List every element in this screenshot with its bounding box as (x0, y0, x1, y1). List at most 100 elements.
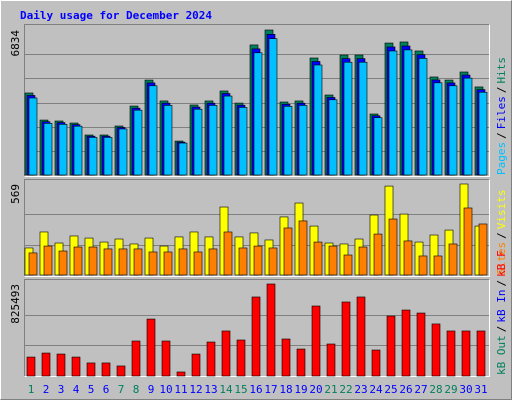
y-tick-label: 6834 (9, 30, 22, 57)
x-tick-label: 14 (219, 383, 233, 396)
bar (208, 248, 218, 276)
bar (208, 105, 218, 176)
x-tick-label: 31 (474, 383, 487, 396)
bar (298, 220, 308, 276)
bar (311, 305, 321, 377)
x-tick-label: 16 (249, 383, 262, 396)
bar (341, 301, 351, 377)
bar (298, 105, 308, 176)
bar (463, 77, 473, 176)
bar (358, 61, 368, 176)
bar (56, 353, 66, 377)
legend-entry: kB Out (495, 335, 508, 375)
bar (28, 97, 38, 176)
x-tick-label: 21 (324, 383, 337, 396)
x-tick-label: 13 (204, 383, 217, 396)
bar (161, 340, 171, 377)
legend-entry: Files (495, 96, 508, 129)
x-tick-label: 26 (399, 383, 412, 396)
bar (358, 246, 368, 276)
bar (133, 109, 143, 176)
chart-title: Daily usage for December 2024 (20, 9, 212, 22)
bar (133, 248, 143, 276)
bar (178, 142, 188, 176)
bar (131, 340, 141, 377)
y-tick-label: 825493 (9, 284, 22, 324)
panel-edge-light (24, 24, 490, 177)
bar (326, 343, 336, 377)
bar (148, 251, 158, 276)
bar (221, 330, 231, 377)
bar (41, 352, 51, 377)
bar (328, 99, 338, 176)
x-tick-label: 10 (159, 383, 172, 396)
x-tick-label: 18 (279, 383, 292, 396)
x-tick-label: 9 (148, 383, 155, 396)
legend-entry: Hits (495, 57, 508, 84)
bar (236, 339, 246, 377)
legend-entry: Visits (495, 190, 508, 230)
bar (403, 49, 413, 176)
bar (386, 315, 396, 377)
bar (251, 296, 261, 377)
bar (388, 50, 398, 176)
bar (461, 330, 471, 377)
bar (176, 371, 186, 377)
bar (178, 248, 188, 276)
bar (343, 61, 353, 176)
bar (88, 137, 98, 176)
bar (86, 362, 96, 377)
bar (268, 38, 278, 176)
legend-separator: / (495, 132, 508, 139)
x-tick-label: 6 (103, 383, 110, 396)
bar (448, 85, 458, 176)
x-tick-label: 17 (264, 383, 277, 396)
bar (43, 123, 53, 176)
y-tick-label: 569 (9, 184, 22, 204)
bar (463, 207, 473, 276)
bar (476, 330, 486, 377)
x-tick-label: 4 (73, 383, 80, 396)
bar (193, 108, 203, 176)
bar (268, 247, 278, 276)
bar (373, 117, 383, 176)
bar (343, 254, 353, 276)
x-tick-label: 8 (133, 383, 140, 396)
bar (206, 341, 216, 377)
bar (58, 250, 68, 276)
legend-separator: / (495, 326, 508, 333)
bar (296, 348, 306, 377)
bar (253, 245, 263, 276)
bar (238, 107, 248, 176)
bar (401, 309, 411, 377)
x-tick-label: 7 (118, 383, 125, 396)
bar (163, 251, 173, 276)
legend-separator: / (495, 87, 508, 94)
legend: Pages / Files / Hits (495, 57, 508, 175)
x-tick-label: 27 (414, 383, 427, 396)
bar (283, 106, 293, 176)
x-tick-label: 12 (189, 383, 202, 396)
bar (118, 128, 128, 176)
x-tick-label: 5 (88, 383, 95, 396)
bar (388, 218, 398, 276)
x-tick-label: 19 (294, 383, 307, 396)
bar (191, 353, 201, 377)
legend: kB Out / kB In / kB F (495, 250, 508, 375)
bar (446, 330, 456, 377)
bar (371, 349, 381, 377)
bar (373, 233, 383, 276)
panel-edge-dark (24, 24, 490, 177)
bar (448, 243, 458, 276)
bar (103, 248, 113, 276)
x-tick-label: 25 (384, 383, 397, 396)
bar (433, 255, 443, 276)
x-tick-label: 29 (444, 383, 457, 396)
panel-edge-light (24, 179, 490, 277)
bar (71, 356, 81, 377)
bar (281, 338, 291, 377)
bar (223, 231, 233, 276)
x-tick-label: 28 (429, 383, 442, 396)
bar (43, 245, 53, 276)
